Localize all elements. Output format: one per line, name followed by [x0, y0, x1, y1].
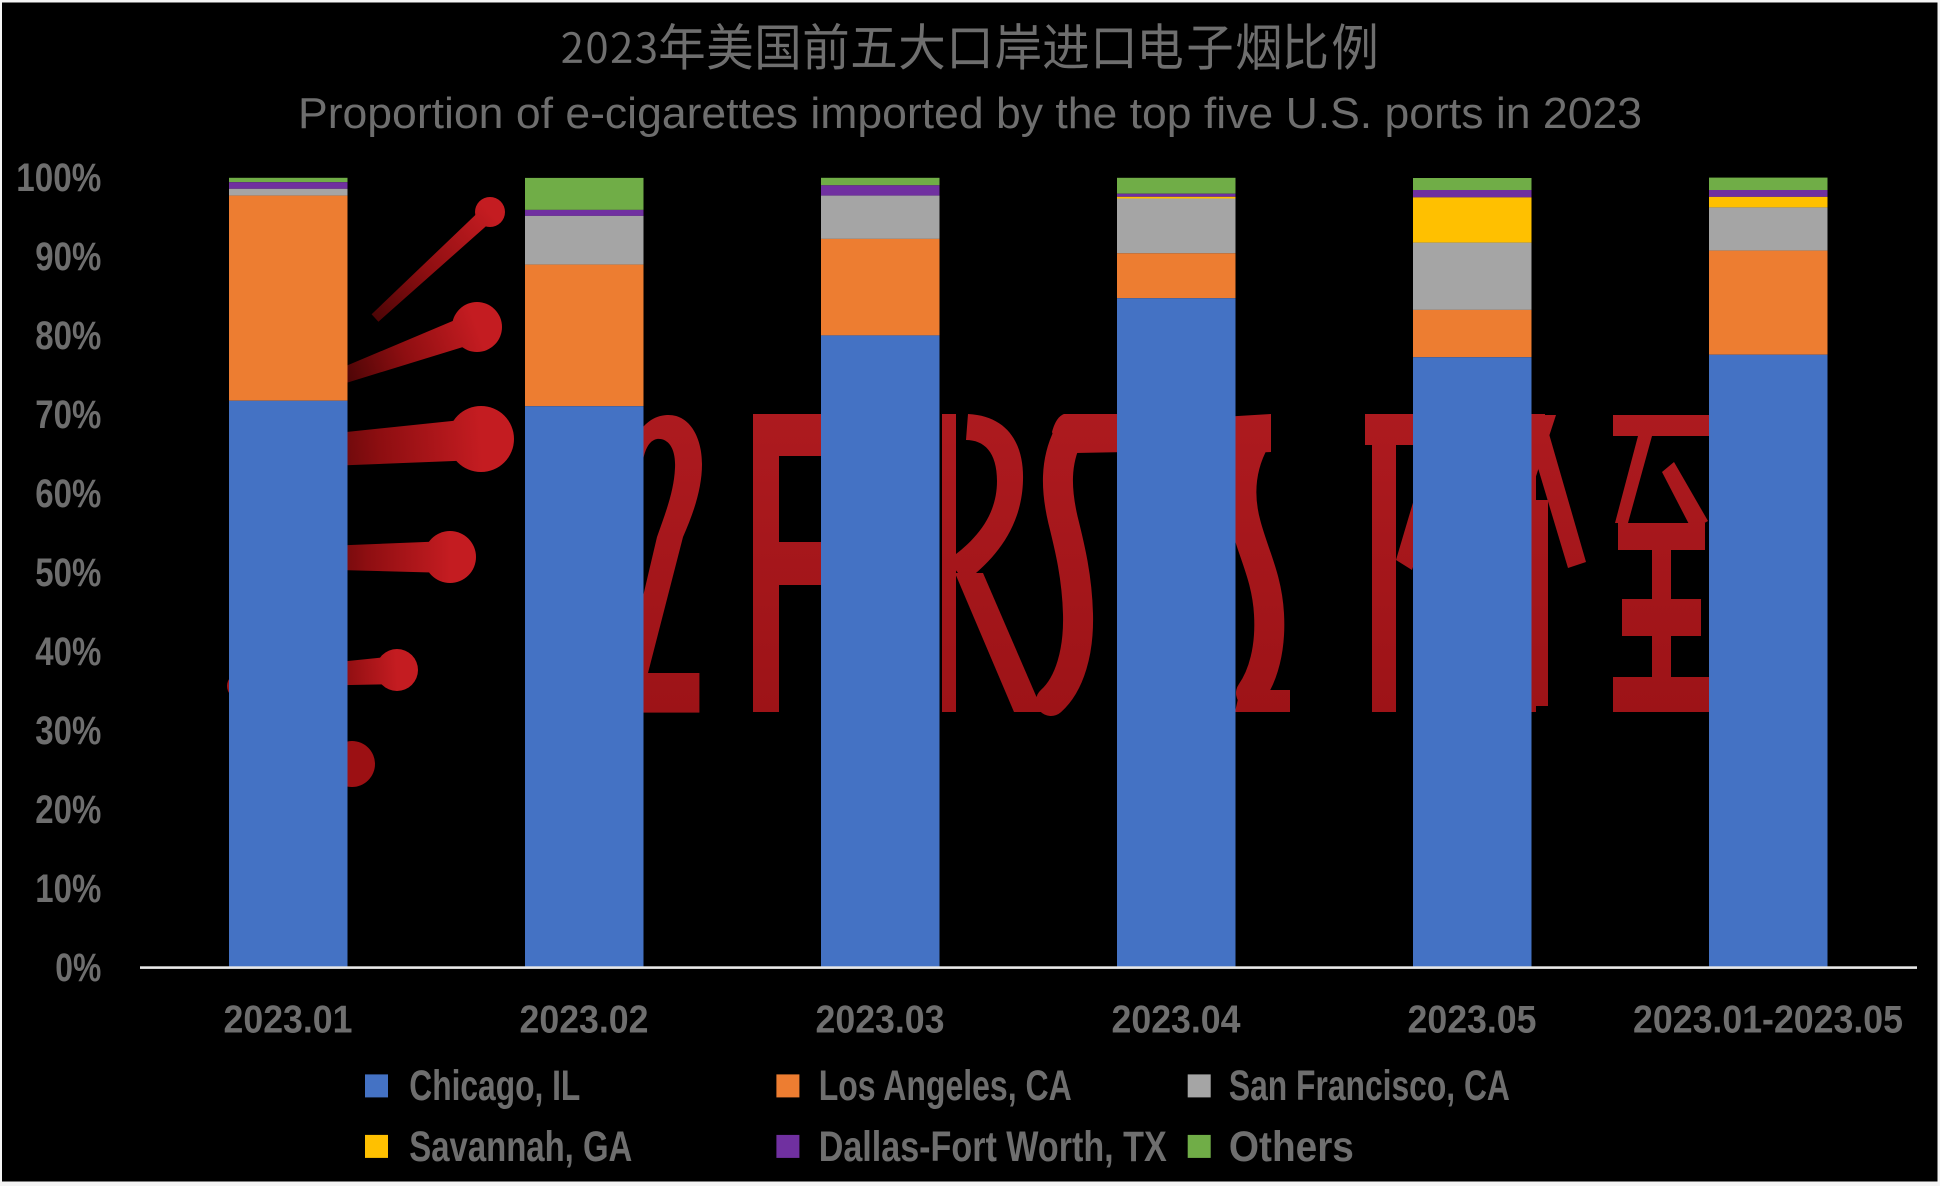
- svg-text:2023.01: 2023.01: [224, 999, 353, 1042]
- svg-text:Chicago, IL: Chicago, IL: [409, 1062, 580, 1110]
- svg-text:San Francisco, CA: San Francisco, CA: [1229, 1062, 1510, 1110]
- svg-text:2023.03: 2023.03: [816, 999, 945, 1042]
- svg-text:Others: Others: [1229, 1123, 1354, 1171]
- svg-text:100%: 100%: [16, 156, 101, 200]
- svg-text:Savannah, GA: Savannah, GA: [409, 1123, 632, 1171]
- svg-text:2023.05: 2023.05: [1408, 999, 1537, 1042]
- svg-text:0%: 0%: [55, 946, 101, 990]
- svg-text:Los Angeles, CA: Los Angeles, CA: [819, 1062, 1072, 1110]
- svg-text:Proportion of e-cigarettes imp: Proportion of e-cigarettes imported by t…: [298, 89, 1642, 138]
- svg-text:70%: 70%: [35, 393, 101, 437]
- svg-text:2023.04: 2023.04: [1112, 999, 1241, 1042]
- svg-text:50%: 50%: [35, 551, 101, 595]
- svg-text:20%: 20%: [35, 788, 101, 832]
- svg-text:60%: 60%: [35, 472, 101, 516]
- svg-text:2023.01-2023.05: 2023.01-2023.05: [1633, 999, 1903, 1042]
- svg-text:90%: 90%: [35, 235, 101, 279]
- svg-text:40%: 40%: [35, 630, 101, 674]
- svg-text:10%: 10%: [35, 867, 101, 911]
- svg-text:80%: 80%: [35, 314, 101, 358]
- svg-text:2023.02: 2023.02: [520, 999, 649, 1042]
- svg-text:Dallas-Fort Worth, TX: Dallas-Fort Worth, TX: [819, 1123, 1167, 1171]
- svg-text:30%: 30%: [35, 709, 101, 753]
